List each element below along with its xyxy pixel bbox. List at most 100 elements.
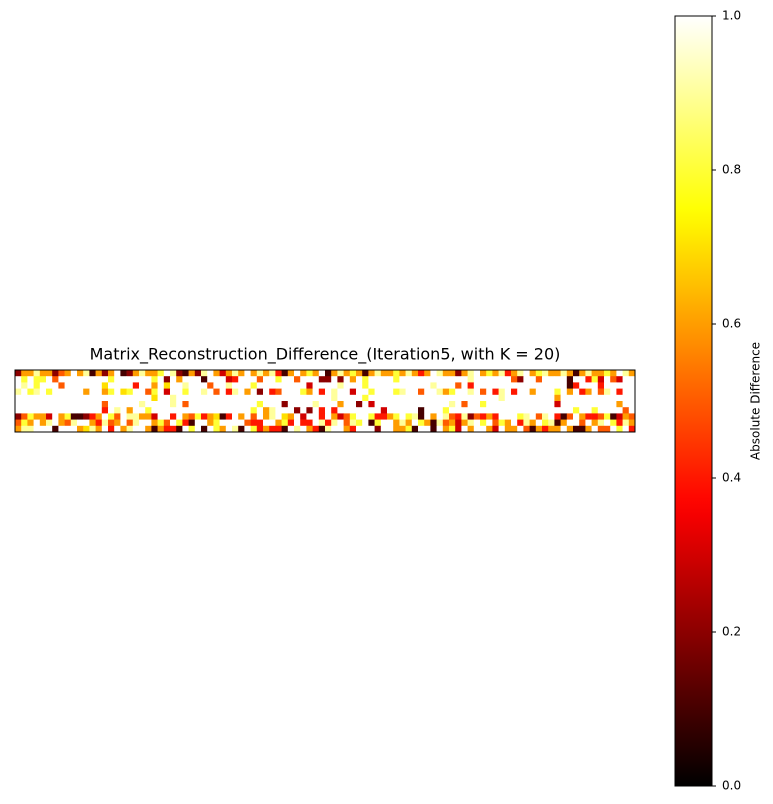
heatmap-cell — [604, 425, 611, 433]
heatmap-cell — [504, 407, 512, 414]
heatmap-cell — [213, 382, 220, 389]
heatmap-cell — [442, 401, 450, 408]
heatmap-cell — [188, 401, 196, 408]
heatmap-cell — [225, 419, 233, 427]
heatmap-cell — [312, 382, 320, 389]
heatmap-cell — [356, 413, 363, 420]
heatmap-cell — [529, 382, 537, 389]
heatmap-cell — [337, 425, 344, 433]
heatmap-cell — [331, 407, 338, 414]
heatmap-cell — [300, 376, 307, 383]
heatmap-cell — [368, 370, 375, 377]
heatmap-cell — [368, 407, 375, 414]
heatmap-cell — [126, 401, 134, 408]
heatmap-cell — [387, 382, 394, 389]
heatmap-cell — [331, 401, 338, 408]
heatmap-cell — [579, 419, 586, 427]
heatmap-cell — [126, 382, 134, 389]
heatmap-cell — [194, 376, 202, 383]
heatmap-cell — [256, 394, 264, 402]
heatmap-cell — [269, 394, 276, 402]
heatmap-cell — [380, 376, 388, 383]
heatmap-cell — [275, 376, 282, 383]
heatmap-cell — [58, 413, 65, 420]
heatmap-cell — [163, 425, 171, 433]
heatmap-cell — [151, 376, 158, 383]
heatmap-cell — [281, 401, 289, 408]
heatmap-cell — [145, 376, 152, 383]
heatmap-cell — [393, 376, 400, 383]
heatmap-cell — [554, 382, 561, 389]
heatmap-cell — [343, 425, 351, 433]
heatmap-cell — [380, 370, 388, 377]
heatmap-cell — [46, 394, 53, 402]
heatmap-cell — [356, 425, 363, 433]
heatmap-cell — [114, 382, 121, 389]
heatmap-cell — [480, 419, 487, 427]
heatmap-cell — [535, 419, 543, 427]
heatmap-cell — [591, 425, 599, 433]
heatmap-cell — [95, 394, 103, 402]
heatmap-cell — [523, 419, 530, 427]
heatmap-cell — [244, 419, 251, 427]
heatmap-cell — [380, 425, 388, 433]
heatmap-cell — [188, 376, 196, 383]
heatmap-cell — [232, 370, 239, 377]
heatmap-cell — [318, 376, 326, 383]
heatmap-cell — [486, 370, 493, 377]
heatmap-cell — [535, 388, 543, 396]
heatmap-cell — [337, 376, 344, 383]
heatmap-cell — [281, 407, 289, 414]
heatmap-cell — [194, 407, 202, 414]
heatmap-cell — [89, 413, 96, 420]
heatmap-cell — [77, 407, 84, 414]
heatmap-cell — [139, 425, 146, 433]
heatmap-cell — [39, 407, 47, 414]
heatmap-cell — [597, 388, 605, 396]
heatmap-cell — [145, 413, 152, 420]
heatmap-cell — [436, 419, 444, 427]
heatmap-cell — [170, 425, 177, 433]
heatmap-cell — [70, 394, 78, 402]
heatmap-cell — [300, 382, 307, 389]
heatmap-cell — [207, 419, 214, 427]
heatmap-cell — [511, 401, 518, 408]
heatmap-cell — [244, 407, 251, 414]
heatmap-cell — [411, 388, 419, 396]
heatmap-cell — [517, 394, 524, 402]
heatmap-cell — [219, 376, 227, 383]
heatmap-cell — [263, 425, 270, 433]
heatmap-cell — [597, 394, 605, 402]
heatmap-cell — [430, 376, 437, 383]
heatmap-cell — [374, 401, 382, 408]
heatmap-cell — [628, 425, 636, 433]
heatmap-cell — [473, 370, 481, 377]
heatmap-cell — [139, 382, 146, 389]
heatmap-cell — [622, 407, 630, 414]
heatmap-cell — [33, 419, 41, 427]
heatmap-cell — [27, 425, 34, 433]
heatmap-cell — [27, 419, 34, 427]
heatmap-cell — [473, 419, 481, 427]
heatmap-cell — [225, 401, 233, 408]
heatmap-cell — [269, 382, 276, 389]
heatmap-cell — [256, 370, 264, 377]
heatmap-cell — [554, 407, 561, 414]
heatmap-cell — [132, 382, 140, 389]
heatmap-cell — [461, 394, 468, 402]
heatmap-cell — [306, 407, 313, 414]
heatmap-cell — [294, 370, 301, 377]
heatmap-cell — [306, 388, 313, 396]
heatmap-cell — [194, 394, 202, 402]
heatmap-cell — [77, 370, 84, 377]
heatmap-cell — [287, 401, 295, 408]
heatmap-cell — [467, 401, 475, 408]
heatmap-cell — [492, 419, 499, 427]
heatmap-cell — [157, 394, 165, 402]
heatmap-cell — [139, 370, 146, 377]
heatmap-cell — [418, 407, 425, 414]
heatmap-cell — [83, 394, 90, 402]
heatmap-cell — [33, 425, 41, 433]
heatmap-cell — [194, 425, 202, 433]
heatmap-cell — [523, 370, 530, 377]
